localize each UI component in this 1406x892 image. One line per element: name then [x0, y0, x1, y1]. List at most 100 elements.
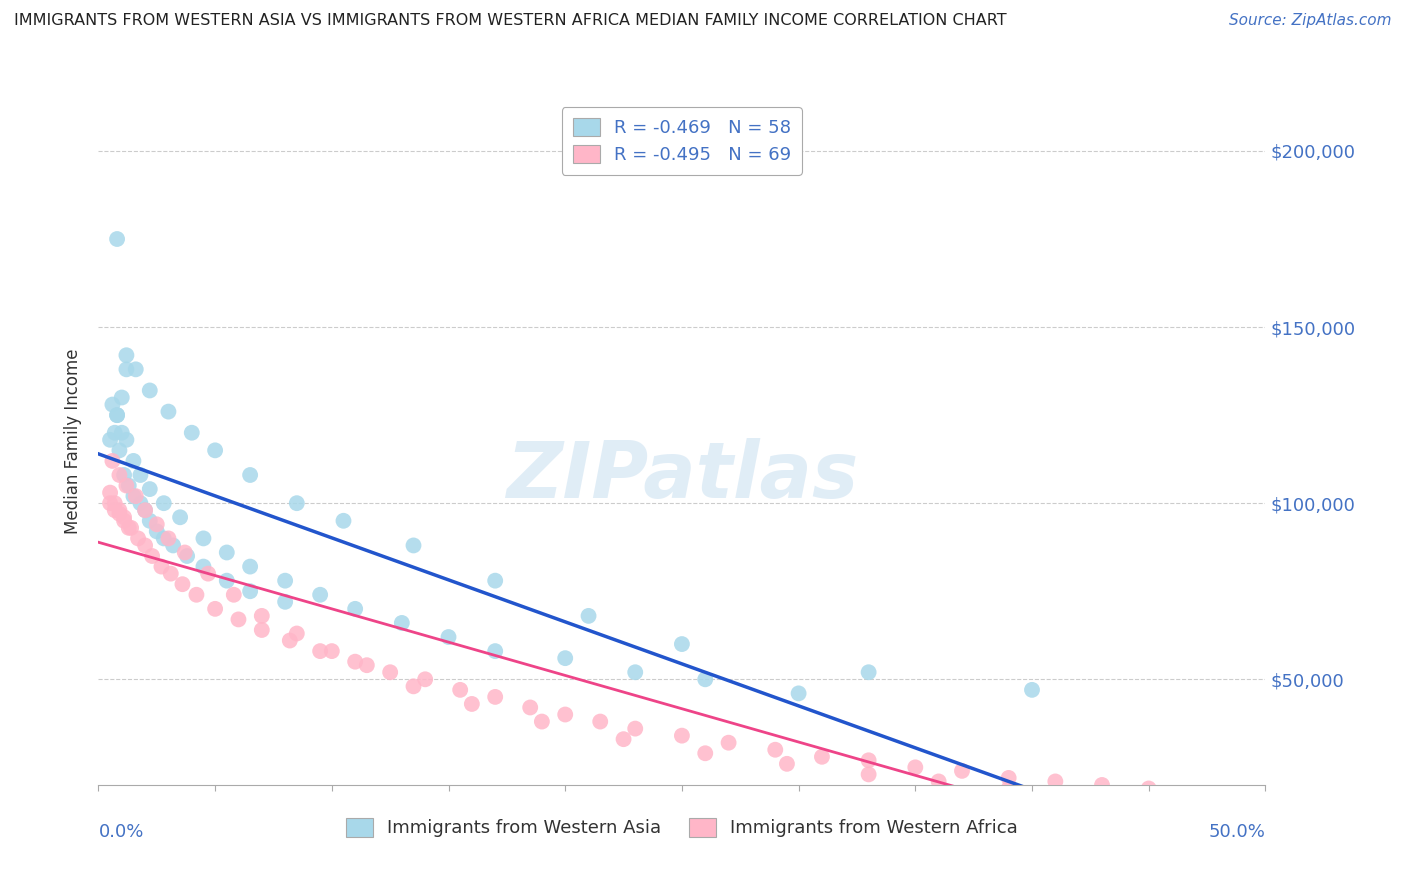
Point	[141, 549, 163, 563]
Point	[344, 655, 367, 669]
Point	[239, 468, 262, 483]
Point	[111, 425, 134, 440]
Point	[1091, 778, 1114, 792]
Point	[204, 602, 226, 616]
Point	[98, 496, 121, 510]
Point	[98, 433, 121, 447]
Point	[250, 623, 273, 637]
Point	[695, 746, 717, 760]
Text: 0.0%: 0.0%	[98, 822, 143, 841]
Point	[122, 489, 145, 503]
Point	[928, 774, 950, 789]
Point	[105, 408, 128, 422]
Point	[997, 781, 1019, 796]
Point	[858, 767, 880, 781]
Point	[624, 665, 647, 680]
Point	[530, 714, 553, 729]
Point	[717, 736, 740, 750]
Point	[776, 756, 799, 771]
Point	[118, 478, 141, 492]
Text: 50.0%: 50.0%	[1209, 822, 1265, 841]
Point	[118, 521, 141, 535]
Point	[112, 510, 135, 524]
Text: IMMIGRANTS FROM WESTERN ASIA VS IMMIGRANTS FROM WESTERN AFRICA MEDIAN FAMILY INC: IMMIGRANTS FROM WESTERN ASIA VS IMMIGRAN…	[14, 13, 1007, 29]
Point	[811, 749, 834, 764]
Point	[484, 690, 506, 704]
Point	[321, 644, 343, 658]
Point	[250, 608, 273, 623]
Point	[519, 700, 541, 714]
Point	[1126, 792, 1149, 806]
Point	[1219, 799, 1241, 814]
Point	[274, 574, 297, 588]
Point	[278, 633, 301, 648]
Point	[380, 665, 402, 680]
Point	[112, 514, 135, 528]
Point	[146, 517, 169, 532]
Point	[484, 644, 506, 658]
Point	[122, 454, 145, 468]
Point	[125, 362, 148, 376]
Point	[239, 559, 262, 574]
Point	[239, 584, 262, 599]
Point	[180, 425, 202, 440]
Point	[108, 468, 131, 483]
Point	[193, 559, 215, 574]
Point	[115, 348, 138, 362]
Point	[108, 443, 131, 458]
Point	[624, 722, 647, 736]
Point	[578, 608, 600, 623]
Point	[139, 514, 162, 528]
Point	[108, 503, 131, 517]
Point	[127, 532, 149, 546]
Point	[197, 566, 219, 581]
Point	[787, 686, 810, 700]
Point	[204, 443, 226, 458]
Point	[309, 588, 332, 602]
Point	[104, 503, 127, 517]
Point	[613, 732, 636, 747]
Point	[391, 615, 413, 630]
Point	[111, 391, 134, 405]
Point	[589, 714, 612, 729]
Point	[695, 673, 717, 687]
Point	[104, 425, 127, 440]
Point	[139, 384, 162, 398]
Point	[215, 574, 238, 588]
Point	[112, 468, 135, 483]
Point	[169, 510, 191, 524]
Point	[150, 559, 173, 574]
Point	[402, 679, 425, 693]
Text: ZIPatlas: ZIPatlas	[506, 438, 858, 514]
Point	[139, 482, 162, 496]
Point	[1173, 796, 1195, 810]
Point	[904, 760, 927, 774]
Point	[228, 612, 250, 626]
Point	[134, 503, 156, 517]
Point	[461, 697, 484, 711]
Point	[115, 433, 138, 447]
Point	[309, 644, 332, 658]
Point	[157, 404, 180, 418]
Point	[129, 496, 152, 510]
Point	[274, 595, 297, 609]
Point	[104, 496, 127, 510]
Point	[129, 468, 152, 483]
Point	[105, 232, 128, 246]
Point	[101, 398, 124, 412]
Point	[222, 588, 245, 602]
Point	[186, 588, 208, 602]
Point	[152, 496, 174, 510]
Point	[950, 764, 973, 778]
Text: Source: ZipAtlas.com: Source: ZipAtlas.com	[1229, 13, 1392, 29]
Point	[115, 362, 138, 376]
Point	[215, 545, 238, 559]
Point	[1045, 774, 1067, 789]
Point	[98, 485, 121, 500]
Point	[285, 496, 308, 510]
Point	[858, 665, 880, 680]
Point	[437, 630, 460, 644]
Point	[193, 532, 215, 546]
Point	[858, 753, 880, 767]
Point	[120, 521, 142, 535]
